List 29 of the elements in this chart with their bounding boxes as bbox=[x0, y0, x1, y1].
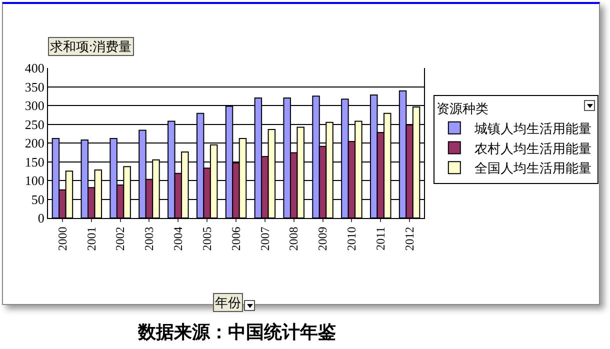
x-axis-title: 年份 bbox=[215, 295, 241, 310]
x-tick-label: 2003 bbox=[142, 226, 156, 251]
y-tick-label: 250 bbox=[24, 116, 44, 132]
x-tick-label: 2010 bbox=[344, 226, 359, 251]
y-tick-label: 300 bbox=[24, 98, 44, 114]
legend-label: 城镇人均生活用能量 bbox=[473, 120, 592, 136]
y-tick-label: 150 bbox=[24, 154, 44, 170]
x-tick-label: 2005 bbox=[200, 226, 214, 251]
legend-label: 农村人均生活用能量 bbox=[474, 140, 592, 156]
x-tick-label: 2001 bbox=[84, 226, 98, 251]
legend-label: 全国人均生活用能量 bbox=[474, 160, 592, 176]
x-tick-label: 2011 bbox=[374, 226, 388, 250]
x-tick-label: 2008 bbox=[286, 226, 301, 251]
x-tick-label: 2004 bbox=[171, 226, 186, 251]
source-note: 数据来源：中国统计年鉴 bbox=[137, 322, 336, 343]
y-tick-label: 200 bbox=[24, 136, 44, 151]
y-axis-title: 求和项:消费量 bbox=[50, 39, 132, 54]
legend-title: 资源种类 bbox=[436, 100, 488, 116]
y-tick-label: 0 bbox=[38, 210, 44, 226]
x-tick-label: 2012 bbox=[402, 226, 416, 251]
x-tick-label: 2009 bbox=[316, 226, 330, 251]
y-tick-label: 50 bbox=[31, 192, 44, 207]
x-tick-label: 2006 bbox=[228, 226, 243, 251]
y-tick-label: 100 bbox=[24, 173, 44, 188]
x-tick-label: 2007 bbox=[258, 226, 272, 251]
x-tick-label: 2000 bbox=[55, 226, 70, 251]
y-tick-label: 400 bbox=[24, 60, 44, 76]
x-tick-label: 2002 bbox=[113, 226, 128, 251]
y-tick-label: 350 bbox=[24, 79, 44, 94]
